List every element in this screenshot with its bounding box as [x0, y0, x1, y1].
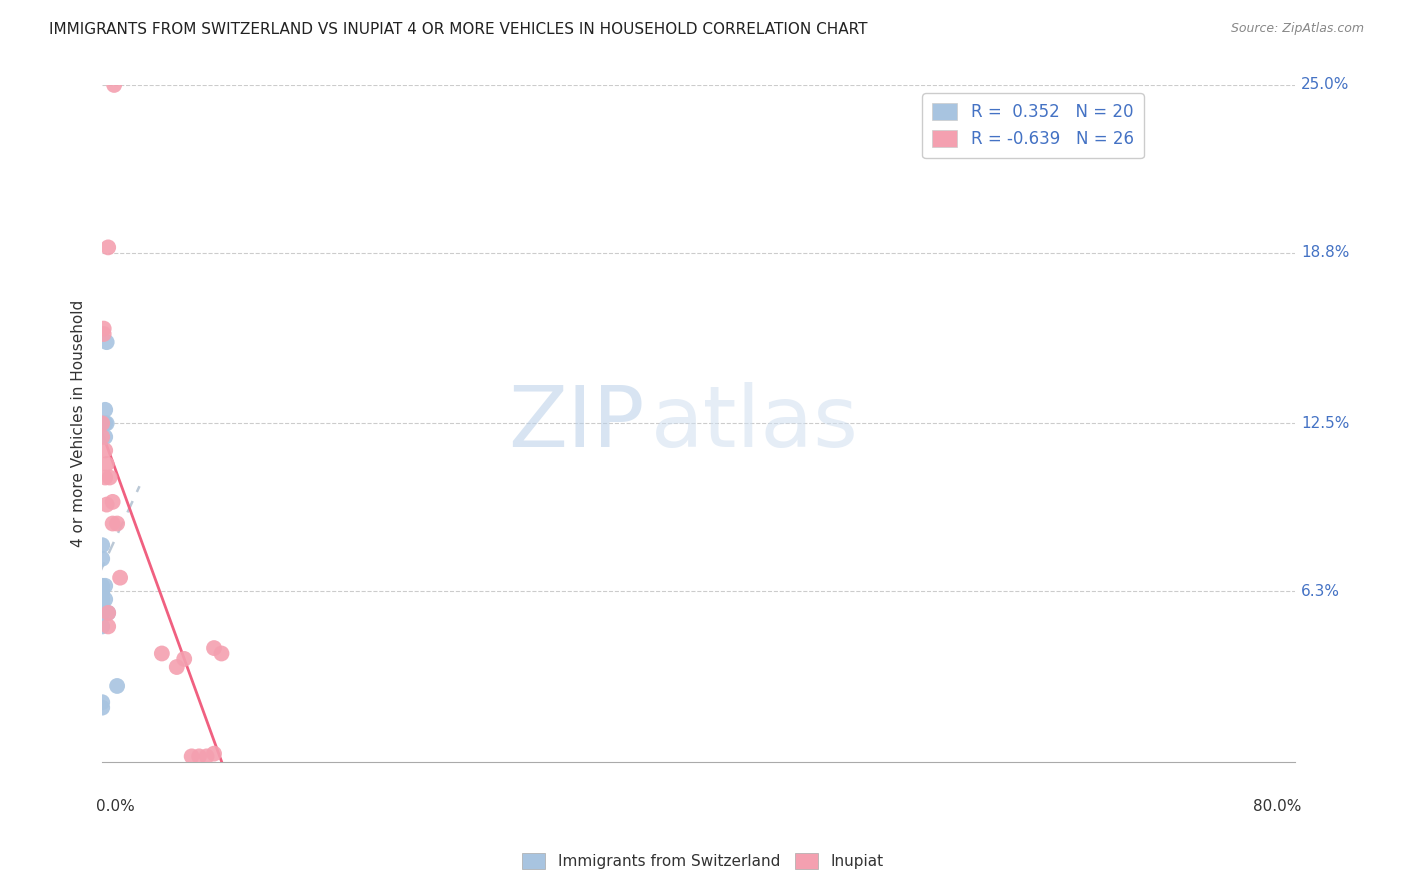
Point — [96, 417, 118, 431]
Point — [96, 498, 118, 512]
Point — [108, 571, 131, 585]
Point — [94, 417, 117, 431]
Point — [105, 516, 128, 531]
Text: 0.0%: 0.0% — [96, 799, 135, 814]
Text: IMMIGRANTS FROM SWITZERLAND VS INUPIAT 4 OR MORE VEHICLES IN HOUSEHOLD CORRELATI: IMMIGRANTS FROM SWITZERLAND VS INUPIAT 4… — [49, 22, 868, 37]
Point — [91, 579, 114, 593]
Y-axis label: 4 or more Vehicles in Household: 4 or more Vehicles in Household — [72, 300, 86, 547]
Point — [173, 652, 195, 666]
Point — [180, 749, 202, 764]
Point — [96, 457, 118, 471]
Point — [91, 598, 114, 612]
Text: atlas: atlas — [651, 382, 859, 465]
Point — [91, 584, 114, 599]
Point — [98, 470, 121, 484]
Point — [91, 417, 114, 431]
Point — [202, 641, 225, 656]
Point — [94, 470, 117, 484]
Point — [93, 321, 115, 335]
Point — [91, 538, 114, 552]
Point — [105, 679, 128, 693]
Point — [91, 551, 114, 566]
Point — [94, 443, 117, 458]
Point — [94, 402, 117, 417]
Point — [91, 430, 114, 444]
Legend: Immigrants from Switzerland, Inupiat: Immigrants from Switzerland, Inupiat — [516, 847, 890, 875]
Text: Source: ZipAtlas.com: Source: ZipAtlas.com — [1230, 22, 1364, 36]
Point — [91, 700, 114, 714]
Point — [94, 430, 117, 444]
Point — [91, 592, 114, 607]
Text: 12.5%: 12.5% — [1301, 416, 1350, 431]
Point — [97, 240, 120, 254]
Point — [101, 495, 124, 509]
Point — [202, 747, 225, 761]
Point — [97, 606, 120, 620]
Point — [91, 606, 114, 620]
Text: 6.3%: 6.3% — [1301, 583, 1340, 599]
Text: 18.8%: 18.8% — [1301, 245, 1350, 260]
Point — [97, 619, 120, 633]
Point — [91, 619, 114, 633]
Text: ZIP: ZIP — [509, 382, 645, 465]
Point — [91, 587, 114, 601]
Point — [211, 647, 233, 661]
Point — [97, 606, 120, 620]
Point — [96, 335, 118, 350]
Text: 25.0%: 25.0% — [1301, 78, 1350, 93]
Point — [101, 516, 124, 531]
Point — [166, 660, 188, 674]
Point — [195, 749, 218, 764]
Point — [93, 326, 115, 341]
Point — [94, 579, 117, 593]
Point — [188, 749, 211, 764]
Point — [94, 592, 117, 607]
Text: 80.0%: 80.0% — [1253, 799, 1301, 814]
Point — [91, 695, 114, 709]
Point — [103, 78, 125, 92]
Legend: R =  0.352   N = 20, R = -0.639   N = 26: R = 0.352 N = 20, R = -0.639 N = 26 — [922, 94, 1143, 158]
Point — [150, 647, 173, 661]
